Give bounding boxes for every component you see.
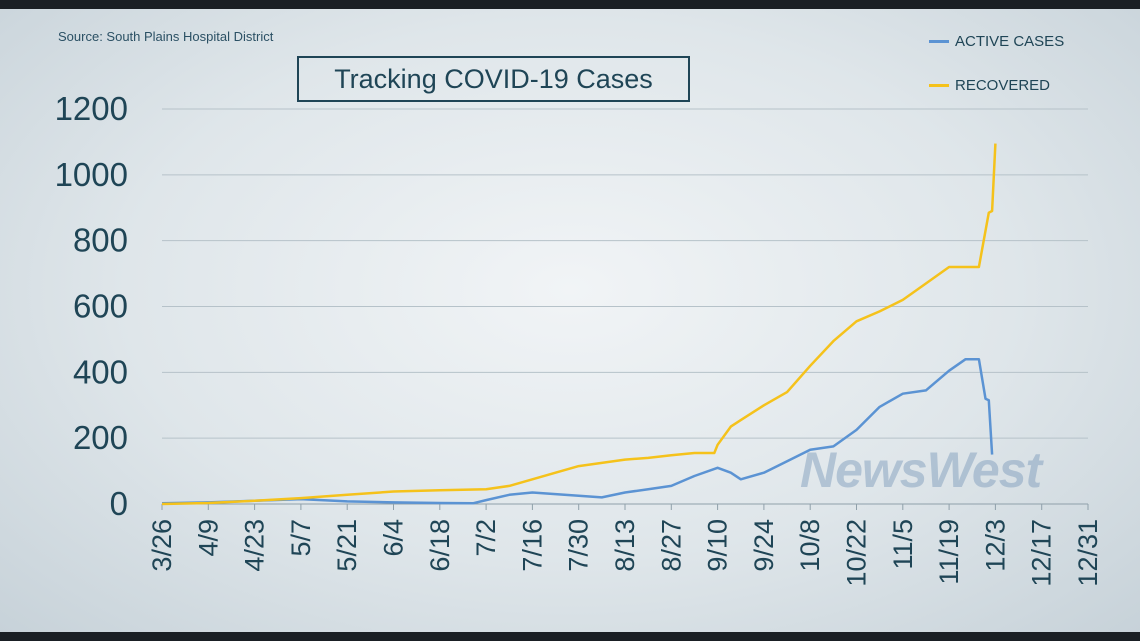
grid-lines — [162, 108, 1088, 505]
x-tick-label-4-23: 4/23 — [240, 519, 270, 572]
y-axis-ticks: 0 200 400 600 800 1000 1200 — [55, 90, 128, 522]
x-tick-label-7-16: 7/16 — [517, 519, 547, 572]
x-tick-label-8-13: 8/13 — [610, 519, 640, 572]
source-label: Source: South Plains Hospital District — [58, 29, 274, 44]
y-tick-label-0: 0 — [110, 485, 128, 522]
x-tick-label-10-8: 10/8 — [795, 519, 825, 572]
chart-title: Tracking COVID-19 Cases — [297, 56, 690, 102]
y-tick-label-1000: 1000 — [55, 156, 128, 193]
x-tick-label-12-31: 12/31 — [1073, 519, 1103, 587]
x-tick-label-9-24: 9/24 — [749, 519, 779, 572]
x-tick-label-11-5: 11/5 — [888, 519, 918, 570]
x-tick-label-7-30: 7/30 — [564, 519, 594, 572]
x-tick-label-6-4: 6/4 — [379, 519, 409, 557]
x-tick-label-10-22: 10/22 — [842, 519, 872, 587]
legend-item-recovered: RECOVERED — [929, 77, 1050, 94]
y-tick-label-800: 800 — [73, 222, 128, 259]
legend-swatch-recovered — [929, 84, 949, 87]
x-tick-label-7-2: 7/2 — [471, 519, 501, 557]
y-tick-label-400: 400 — [73, 353, 128, 390]
legend-swatch-active — [929, 40, 949, 43]
x-tick-label-4-9: 4/9 — [193, 519, 223, 557]
y-tick-label-1200: 1200 — [55, 90, 128, 127]
x-axis-ticks: 3/26 4/9 4/23 5/7 5/21 6/4 6/18 7/2 7/16 7/30 8/13… — [147, 504, 1103, 587]
y-tick-label-200: 200 — [73, 419, 128, 456]
newswest-watermark: NewsWest — [800, 442, 1042, 498]
line-chart: 0 200 400 600 800 1000 1200 3/26 4/9 4/23 5/7 5/21… — [55, 90, 1103, 587]
y-tick-label-600: 600 — [73, 288, 128, 325]
x-tick-label-12-3: 12/3 — [980, 519, 1010, 572]
series-line-active-cases — [161, 357, 994, 505]
x-tick-label-9-10: 9/10 — [703, 519, 733, 572]
x-tick-label-11-19: 11/19 — [934, 519, 964, 585]
x-tick-label-5-21: 5/21 — [332, 519, 362, 572]
x-tick-label-3-26: 3/26 — [147, 519, 177, 572]
chart-frame: Source: South Plains Hospital District T… — [0, 9, 1140, 632]
legend-item-active: ACTIVE CASES — [929, 33, 1064, 50]
legend-label-recovered: RECOVERED — [955, 77, 1051, 94]
series-lines — [161, 143, 997, 506]
series-line-recovered — [161, 143, 997, 506]
x-tick-label-5-7: 5/7 — [286, 519, 316, 557]
x-tick-label-12-17: 12/17 — [1027, 519, 1057, 587]
legend-label-active: ACTIVE CASES — [955, 33, 1065, 50]
x-tick-label-6-18: 6/18 — [425, 519, 455, 572]
x-tick-label-8-27: 8/27 — [656, 519, 686, 572]
